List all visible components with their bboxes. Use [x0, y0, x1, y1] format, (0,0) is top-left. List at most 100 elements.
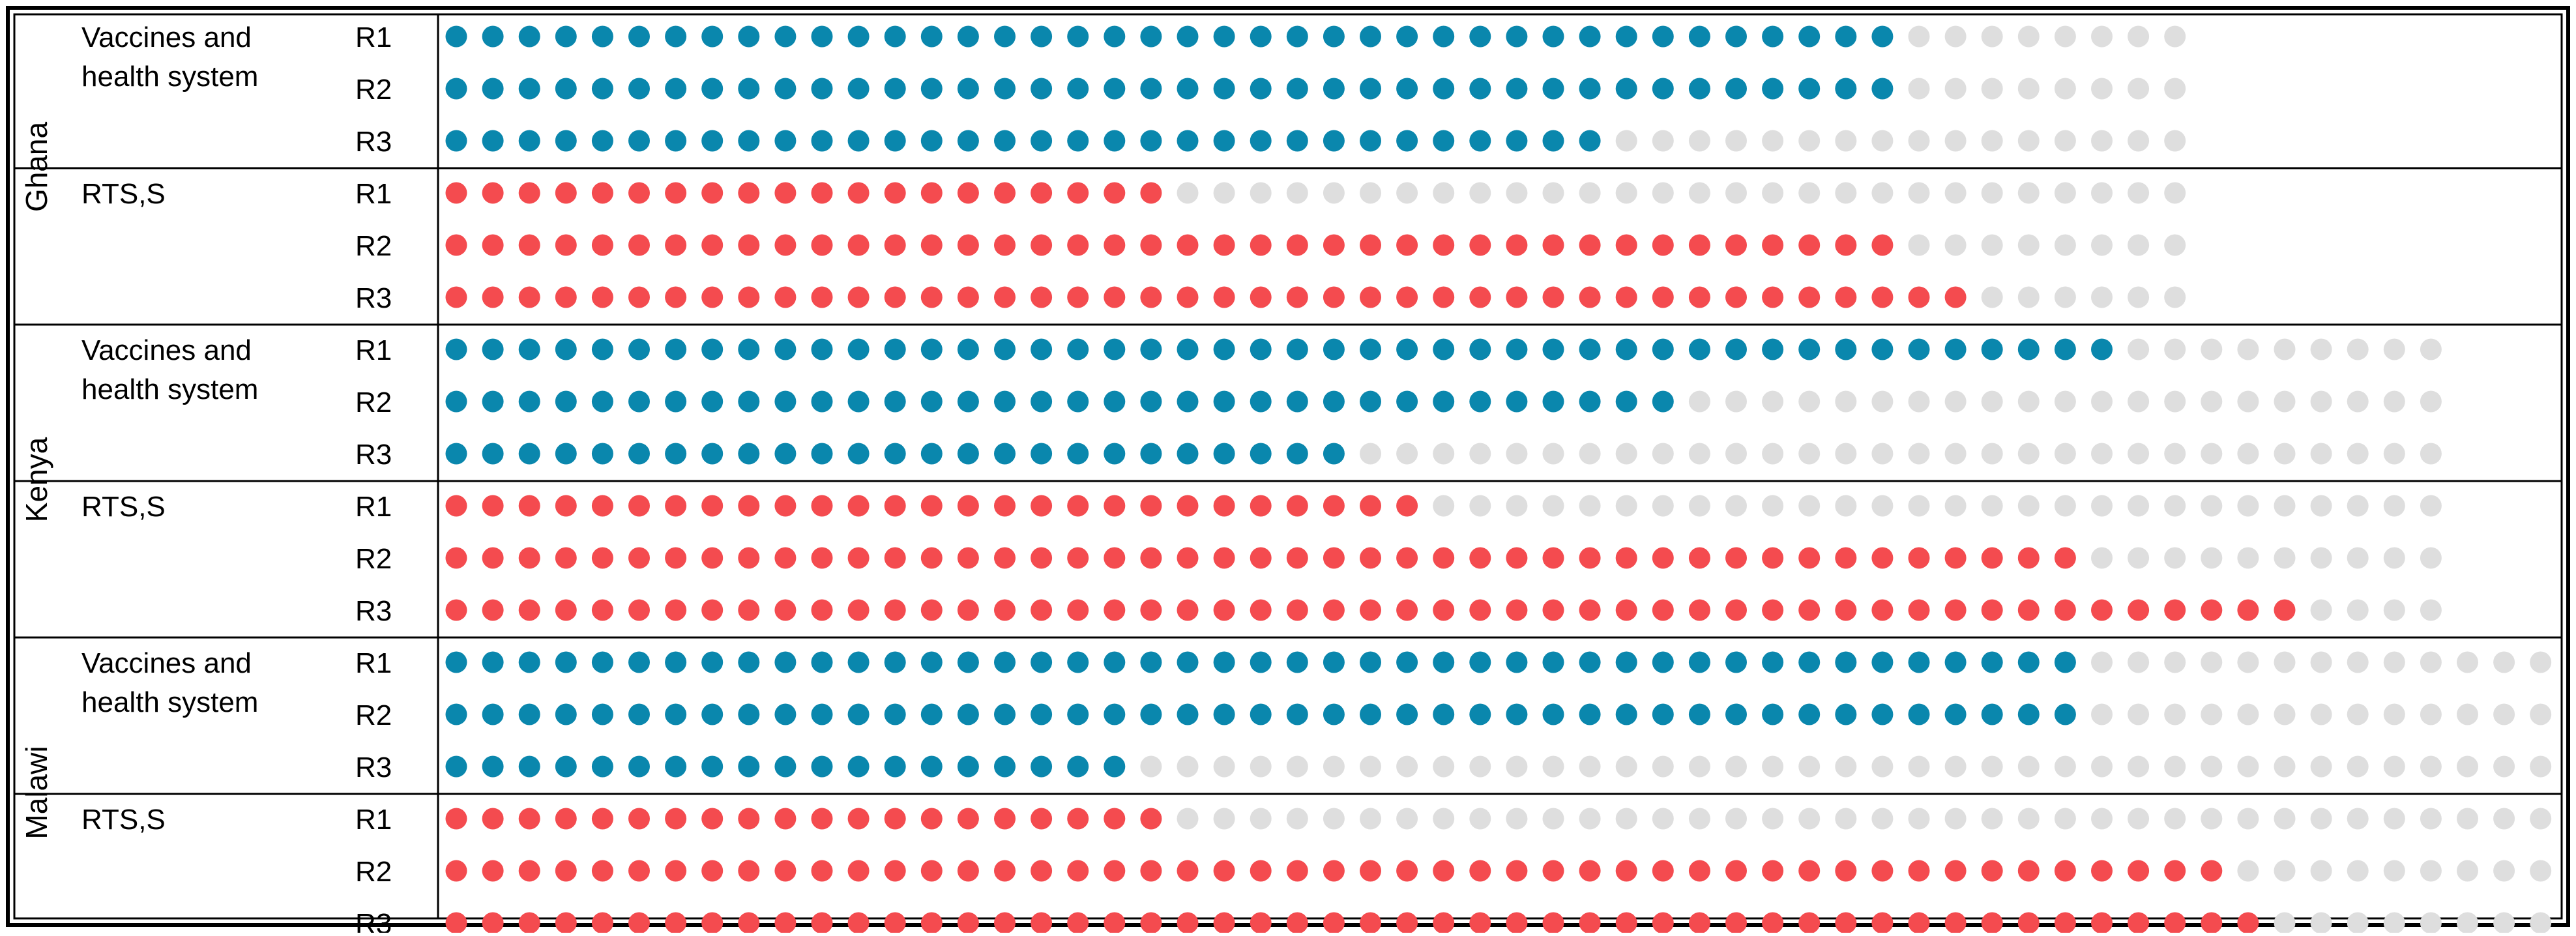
filled-dot: [1031, 286, 1053, 308]
empty-dot: [1396, 182, 1418, 204]
filled-dot: [1798, 651, 1821, 673]
filled-dot: [628, 286, 650, 308]
filled-dot: [884, 860, 906, 882]
filled-dot: [1067, 286, 1089, 308]
filled-dot: [482, 25, 504, 48]
filled-dot: [482, 130, 504, 152]
filled-dot: [1835, 599, 1857, 621]
filled-dot: [994, 912, 1016, 934]
filled-dot: [1469, 912, 1491, 934]
filled-dot: [847, 130, 870, 152]
filled-dot: [811, 808, 833, 830]
filled-dot: [1360, 495, 1381, 517]
filled-dot: [628, 78, 650, 100]
filled-dot: [847, 234, 870, 256]
filled-dot: [445, 808, 467, 830]
filled-dot: [1323, 651, 1345, 673]
empty-dot: [2420, 912, 2442, 934]
empty-dot: [2237, 547, 2259, 569]
filled-dot: [665, 234, 687, 256]
filled-dot: [1871, 78, 1894, 100]
empty-dot: [2383, 495, 2405, 517]
empty-dot: [1360, 755, 1381, 778]
empty-dot: [2420, 338, 2442, 360]
empty-dot: [2091, 547, 2113, 569]
filled-dot: [1104, 599, 1126, 621]
filled-dot: [445, 860, 467, 882]
filled-dot: [1615, 599, 1637, 621]
filled-dot: [1323, 78, 1345, 100]
empty-dot: [2201, 651, 2223, 673]
filled-dot: [811, 912, 833, 934]
filled-dot: [1871, 651, 1894, 673]
empty-dot: [2420, 651, 2442, 673]
filled-dot: [1031, 443, 1053, 465]
filled-dot: [518, 130, 540, 152]
filled-dot: [2054, 599, 2076, 621]
filled-dot: [1140, 495, 1162, 517]
filled-dot: [2091, 860, 2113, 882]
empty-dot: [1542, 443, 1564, 465]
filled-dot: [1323, 599, 1345, 621]
empty-dot: [2054, 495, 2076, 517]
filled-dot: [1067, 25, 1089, 48]
empty-dot: [2128, 651, 2150, 673]
filled-dot: [957, 78, 979, 100]
filled-dot: [701, 390, 724, 413]
filled-dot: [738, 912, 760, 934]
filled-dot: [1360, 286, 1381, 308]
filled-dot: [774, 338, 797, 360]
filled-dot: [1506, 703, 1528, 725]
filled-dot: [1031, 755, 1053, 778]
empty-dot: [1725, 755, 1747, 778]
filled-dot: [1323, 912, 1345, 934]
empty-dot: [1469, 495, 1491, 517]
filled-dot: [920, 286, 943, 308]
filled-dot: [774, 390, 797, 413]
empty-dot: [2164, 25, 2186, 48]
filled-dot: [1688, 912, 1710, 934]
filled-dot: [1104, 703, 1126, 725]
filled-dot: [884, 390, 906, 413]
filled-dot: [1688, 234, 1710, 256]
filled-dot: [1213, 860, 1235, 882]
filled-dot: [1762, 703, 1784, 725]
filled-dot: [1067, 234, 1089, 256]
empty-dot: [2017, 443, 2040, 465]
empty-dot: [2530, 808, 2552, 830]
filled-dot: [811, 78, 833, 100]
empty-dot: [1323, 808, 1345, 830]
filled-dot: [1725, 78, 1747, 100]
empty-dot: [1688, 443, 1710, 465]
filled-dot: [920, 234, 943, 256]
filled-dot: [1250, 78, 1272, 100]
empty-dot: [2091, 182, 2113, 204]
filled-dot: [1177, 860, 1199, 882]
filled-dot: [1725, 25, 1747, 48]
empty-dot: [1433, 495, 1455, 517]
filled-dot: [445, 25, 467, 48]
empty-dot: [2420, 755, 2442, 778]
empty-dot: [1981, 234, 2003, 256]
filled-dot: [738, 286, 760, 308]
empty-dot: [1688, 808, 1710, 830]
filled-dot: [884, 234, 906, 256]
filled-dot: [665, 25, 687, 48]
filled-dot: [1579, 390, 1601, 413]
filled-dot: [1433, 130, 1455, 152]
empty-dot: [2201, 443, 2223, 465]
empty-dot: [2201, 390, 2223, 413]
filled-dot: [1944, 547, 1967, 569]
empty-dot: [1688, 130, 1710, 152]
filled-dot: [2201, 860, 2223, 882]
filled-dot: [738, 495, 760, 517]
empty-dot: [1908, 25, 1930, 48]
filled-dot: [774, 25, 797, 48]
filled-dot: [738, 130, 760, 152]
empty-dot: [1908, 808, 1930, 830]
filled-dot: [1286, 703, 1308, 725]
empty-dot: [2054, 234, 2076, 256]
empty-dot: [2310, 755, 2332, 778]
filled-dot: [1835, 25, 1857, 48]
filled-dot: [1433, 599, 1455, 621]
